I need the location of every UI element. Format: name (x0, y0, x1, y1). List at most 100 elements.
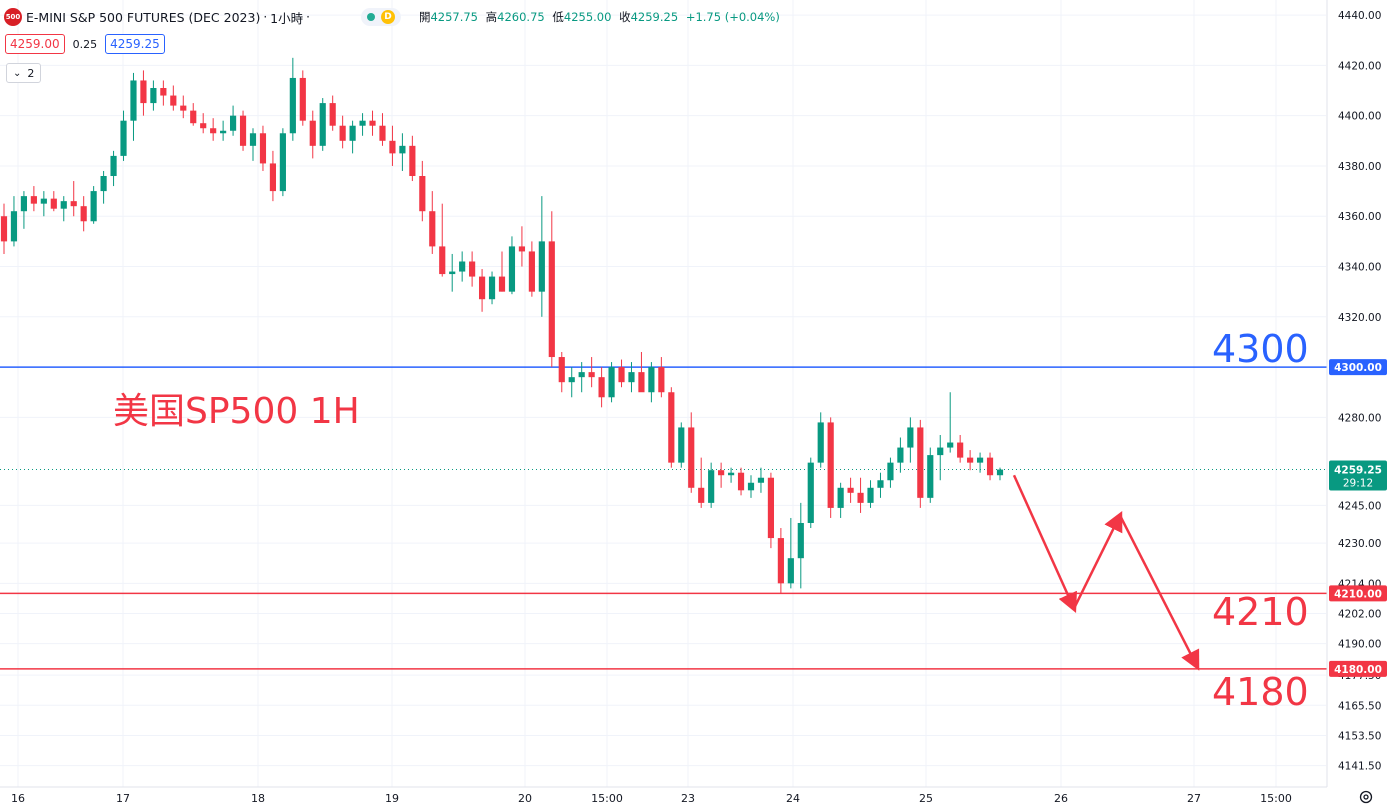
candle-down (419, 176, 426, 212)
trade-prices: 4259.00 0.25 4259.25 (5, 34, 165, 54)
price-tick-label: 4320.00 (1338, 312, 1381, 324)
candle-down (847, 487, 854, 493)
candle-down (329, 103, 336, 126)
candle-down (528, 251, 535, 292)
low-value: 4255.00 (563, 10, 612, 24)
candle-down (389, 140, 396, 154)
time-tick-label: 20 (518, 792, 532, 805)
candle-up (40, 198, 47, 204)
indicators-toggle-button[interactable]: ⌄ 2 (6, 63, 42, 83)
candle-down (190, 110, 197, 124)
candle-up (220, 130, 227, 134)
candle-down (658, 367, 665, 393)
close-label: 收 (619, 10, 631, 24)
symbol-logo-icon[interactable]: 500 (4, 8, 22, 26)
candle-up (449, 271, 456, 275)
time-axis[interactable]: 16 17 18 19 20 15:00 23 24 25 26 27 15:00 (0, 786, 1391, 808)
candle-down (429, 211, 436, 247)
delayed-data-icon: D (380, 10, 395, 24)
projection-arrow-3[interactable] (1118, 514, 1200, 671)
candle-down (548, 241, 555, 358)
buy-button[interactable]: 4259.25 (105, 34, 165, 54)
symbol-legend: 500 E-MINI S&P 500 FUTURES (DEC 2023) · … (4, 6, 780, 28)
candle-up (60, 201, 67, 209)
candle-down (857, 492, 864, 503)
time-tick-label: 18 (251, 792, 265, 805)
price-tick-label: 4202.00 (1338, 609, 1381, 621)
candle-up (608, 367, 615, 398)
candle-up (897, 447, 904, 463)
candle-up (927, 455, 934, 498)
interval-label[interactable]: 1小時 (270, 10, 304, 26)
candle-up (937, 447, 944, 456)
candle-down (498, 276, 506, 292)
price-tick-label: 4340.00 (1338, 262, 1381, 274)
projected-path (1012, 474, 1200, 671)
candle-up (807, 462, 814, 523)
candle-down (379, 125, 386, 141)
candle-down (718, 470, 725, 476)
candle-up (100, 176, 107, 192)
candle-up (947, 442, 954, 448)
projection-arrow-1[interactable] (1012, 474, 1077, 614)
gear-icon[interactable] (1357, 788, 1375, 806)
candle-down (558, 357, 565, 383)
bar-countdown-label: 29:12 (1343, 478, 1373, 490)
price-tick-label: 4280.00 (1338, 412, 1381, 424)
level-4300-annotation[interactable]: 4300 (1212, 327, 1309, 371)
candle-down (140, 80, 147, 104)
candle-down (200, 123, 207, 129)
level-4180-annotation[interactable]: 4180 (1212, 670, 1309, 714)
candle-up (10, 211, 18, 242)
symbol-name[interactable]: E-MINI S&P 500 FUTURES (DEC 2023) (26, 9, 261, 25)
last-price-label: 4259.25 (1334, 465, 1382, 477)
level-price-label: 4180.00 (1334, 664, 1382, 676)
candle-down (618, 367, 625, 383)
candle-up (727, 472, 735, 476)
chevron-down-icon: ⌄ (13, 67, 22, 79)
candle-up (787, 558, 794, 584)
candle-up (508, 246, 516, 292)
candle-down (269, 163, 277, 192)
sell-button[interactable]: 4259.00 (5, 34, 65, 54)
candle-up (229, 115, 237, 131)
candle-down (369, 120, 376, 126)
chart-grid (0, 0, 1326, 787)
price-tick-label: 4153.50 (1338, 730, 1381, 742)
candle-down (518, 246, 526, 252)
candle-down (737, 472, 745, 491)
time-tick-label: 16 (11, 792, 25, 805)
indicator-count: 2 (27, 66, 35, 80)
price-tick-label: 4360.00 (1338, 211, 1381, 223)
chart-title-annotation[interactable]: 美国SP500 1H (113, 391, 360, 432)
candle-up (349, 125, 356, 141)
projection-arrow-2[interactable] (1072, 510, 1123, 610)
time-tick-label: 23 (681, 792, 695, 805)
candle-down (299, 77, 306, 121)
level-4210-annotation[interactable]: 4210 (1212, 590, 1309, 634)
candle-up (249, 133, 257, 146)
candle-down (638, 372, 645, 393)
candle-down (698, 487, 705, 503)
price-tick-label: 4190.00 (1338, 639, 1381, 651)
candle-up (319, 103, 326, 146)
candle-up (399, 145, 406, 154)
candle-down (30, 196, 37, 204)
candle-up (459, 261, 466, 272)
candle-up (568, 377, 575, 383)
candle-up (976, 457, 984, 463)
candle-down (210, 128, 217, 134)
candle-up (578, 372, 585, 378)
candle-down (259, 133, 267, 164)
candle-up (359, 120, 366, 126)
price-tick-label: 4245.00 (1338, 500, 1381, 512)
high-label: 高 (485, 10, 498, 24)
price-axis[interactable]: 4440.00 4420.00 4400.00 4380.00 4360.00 4340.… (1326, 0, 1391, 808)
level-price-label: 4210.00 (1334, 588, 1382, 600)
high-value: 4260.75 (497, 10, 545, 24)
market-status[interactable]: D (360, 8, 401, 26)
candle-down (239, 115, 247, 146)
candle-up (538, 241, 545, 292)
price-tick-label: 4420.00 (1338, 60, 1381, 72)
